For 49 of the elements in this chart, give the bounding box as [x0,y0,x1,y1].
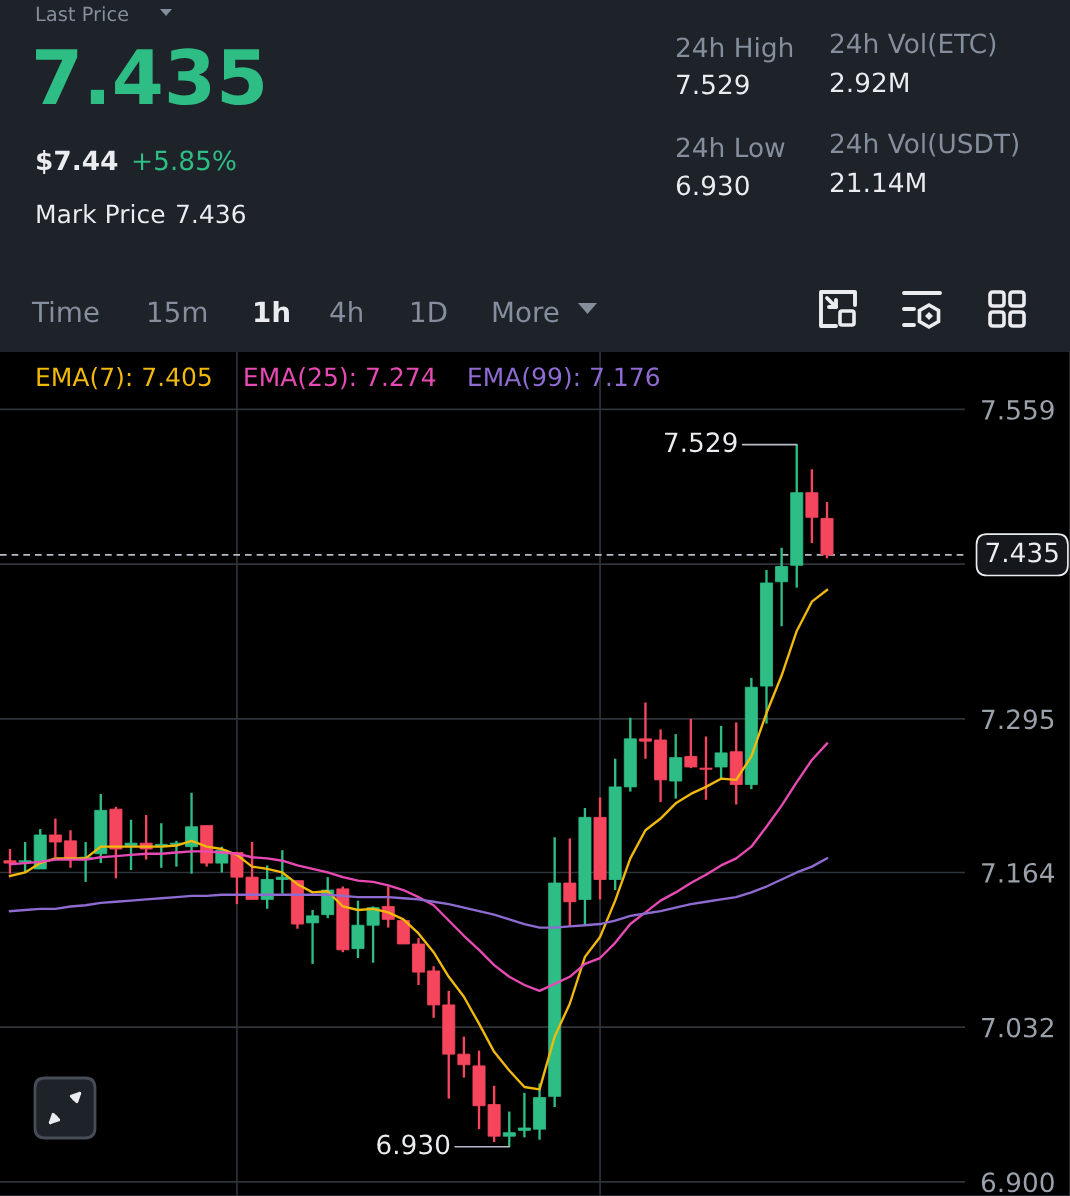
candlestick [638,701,652,760]
candlestick [775,546,789,628]
annotation: 7.529 [665,432,737,453]
candlestick [18,840,32,874]
candlestick [48,817,62,859]
candlestick [714,724,728,780]
y-tick-label: 7.164 [982,862,1055,883]
candlestick [306,908,320,966]
text: 1D [412,301,447,322]
text: 6.930 [676,175,749,196]
candlestick [669,732,683,800]
text: 24h Vol(USDT) [830,132,1018,157]
candlestick [275,849,289,895]
line-series [8,857,829,929]
text: EMA(7): 7.405 [37,366,211,390]
text: 21.14M [830,172,925,192]
text: +5.85% [133,150,236,171]
text: Mark Price [37,204,165,224]
candlestick [260,864,274,910]
text: 15m [149,301,207,323]
text: 24h Low [676,136,785,158]
line-series [8,588,829,1091]
text: 1h [255,300,289,322]
annotation: 6.930 [377,1134,450,1155]
text: More [493,301,559,323]
text: EMA(25): 7.274 [245,366,436,390]
text: 7.529 [677,74,749,95]
text: 7.436 [177,204,245,224]
candlestick [457,1035,471,1079]
y-tick-label: 7.559 [982,399,1054,420]
text: $7.44 [37,149,118,174]
text: Time [31,300,99,323]
y-tick-label: 6.900 [981,1172,1054,1193]
text: 4h [330,300,362,322]
text: 7.435 [36,48,263,106]
text: 24h Vol(ETC) [830,32,996,57]
y-tick-label: 7.032 [982,1017,1053,1038]
candlestick [64,829,77,869]
candlestick [502,1110,516,1148]
text: Last Price [36,6,129,22]
text: 7.435 [986,542,1058,563]
candlestick [185,791,199,875]
y-tick-label: 7.295 [982,709,1054,730]
text: 2.92M [830,72,908,93]
text: EMA(99): 7.176 [469,366,660,390]
text: 24h High [676,36,793,63]
candlestick [517,1091,531,1139]
candlestick [563,837,577,928]
candlestick [3,847,17,875]
